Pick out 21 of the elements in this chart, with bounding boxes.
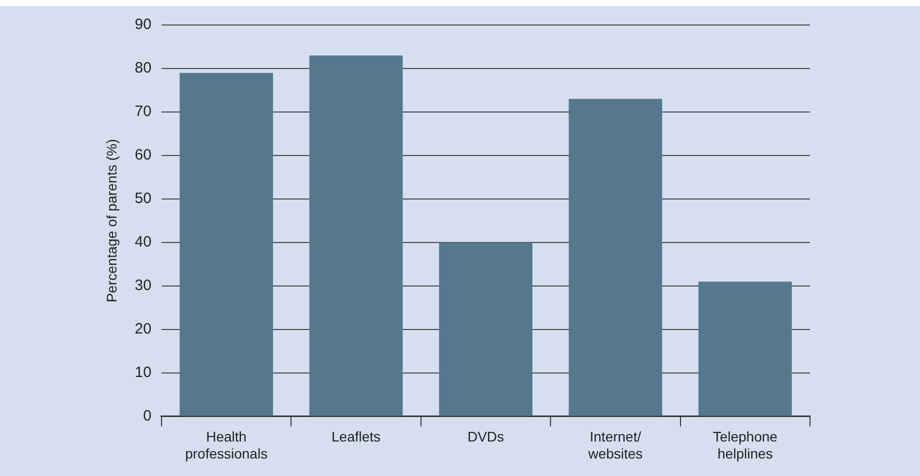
y-axis-title: Percentage of parents (%) <box>103 138 120 302</box>
x-tick-label: Health professionals <box>185 428 268 462</box>
bar <box>180 72 274 416</box>
y-tick-label: 50 <box>134 190 152 208</box>
y-tick-label: 10 <box>134 364 152 382</box>
y-tick-label: 0 <box>143 408 152 425</box>
y-tick-label: 90 <box>134 16 152 34</box>
y-tick-label: 80 <box>134 60 152 77</box>
y-tick-label: 40 <box>134 234 152 251</box>
y-tick-label: 70 <box>134 103 152 120</box>
x-tick-label: DVDs <box>467 428 504 445</box>
y-tick-label: 60 <box>134 146 152 164</box>
y-tick-label: 20 <box>134 320 152 338</box>
bar <box>309 55 403 416</box>
x-tick-label: Telephone helplines <box>712 428 778 462</box>
y-tick-label: 30 <box>134 277 152 294</box>
bar <box>439 242 532 416</box>
bar <box>698 282 792 416</box>
x-tick-label: Internet/websites <box>587 428 643 462</box>
x-tick-label: Leaflets <box>332 428 381 445</box>
bar <box>568 98 662 416</box>
